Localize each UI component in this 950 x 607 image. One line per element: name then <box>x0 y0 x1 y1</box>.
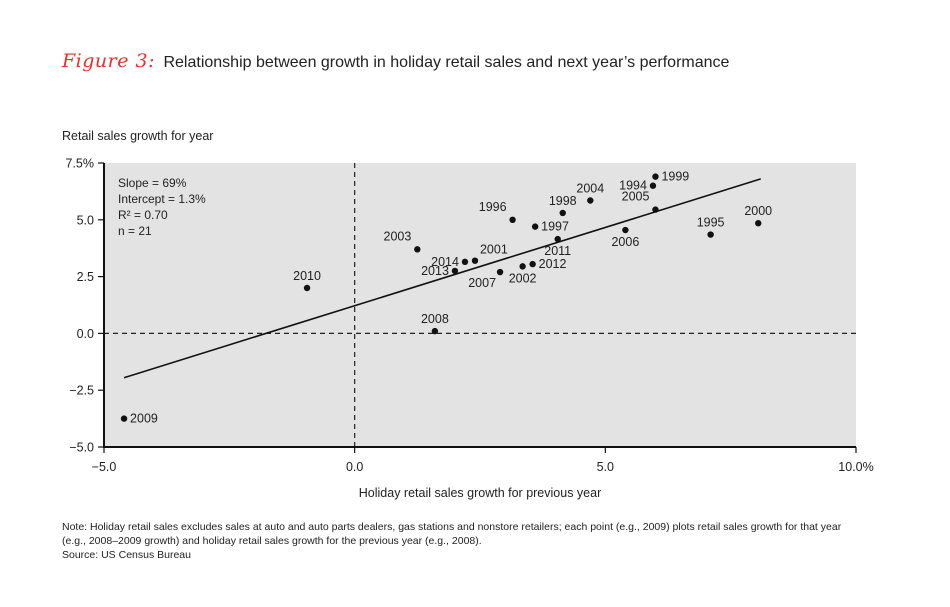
stat-line: n = 21 <box>118 224 152 238</box>
data-point: 2008 <box>421 312 449 335</box>
point-label: 1998 <box>549 194 577 208</box>
point-label: 2009 <box>130 412 158 426</box>
y-axis-ticks: 7.5% 5.0 2.5 0.0 −2.5 −5.0 <box>66 157 104 455</box>
data-point: 2009 <box>120 412 158 426</box>
point-marker <box>519 263 526 270</box>
point-marker <box>471 257 479 264</box>
point-marker <box>120 415 128 422</box>
point-marker <box>509 216 516 223</box>
note-line-2: (e.g., 2008–2009 growth) and holiday ret… <box>62 535 482 547</box>
point-label: 2003 <box>384 229 412 243</box>
point-label: 2005 <box>622 190 650 204</box>
data-point: 1997 <box>531 220 569 234</box>
data-point: 2012 <box>529 257 566 271</box>
point-marker <box>649 182 657 189</box>
point-label: 2012 <box>539 257 567 271</box>
y-axis-label: Retail sales growth for year <box>62 129 213 143</box>
point-label: 1997 <box>541 220 569 234</box>
x-axis-label: Holiday retail sales growth for previous… <box>359 486 601 500</box>
point-label: 2014 <box>431 255 459 269</box>
point-marker <box>451 267 459 275</box>
data-point: 1998 <box>549 194 577 217</box>
point-marker <box>531 223 539 230</box>
stat-line: R² = 0.70 <box>118 208 168 222</box>
point-marker <box>707 231 714 238</box>
y-tick-label: 2.5 <box>77 270 94 284</box>
x-axis-ticks: −5.0 0.0 5.0 10.0% <box>92 447 874 474</box>
data-point: 2005 <box>622 190 659 213</box>
zero-reference-lines <box>104 163 856 447</box>
data-point: 1996 <box>479 200 516 223</box>
point-marker <box>652 173 659 180</box>
point-label: 2013 <box>421 264 449 278</box>
data-point: 1994 <box>619 179 657 193</box>
plot-area <box>104 163 856 447</box>
point-marker <box>559 209 566 217</box>
figure-title: Figure 3: Relationship between growth in… <box>62 50 729 72</box>
data-point: 2006 <box>611 226 639 249</box>
point-label: 1996 <box>479 200 507 214</box>
axes <box>103 163 856 448</box>
point-marker <box>554 235 561 243</box>
point-marker <box>431 327 439 335</box>
point-marker <box>414 246 421 253</box>
y-tick-label: 7.5% <box>66 157 95 171</box>
point-label: 2010 <box>293 269 321 283</box>
point-marker <box>303 284 311 292</box>
point-marker <box>496 268 504 276</box>
data-point: 2001 <box>471 243 508 264</box>
x-tick-label: 0.0 <box>346 460 363 474</box>
note-line-1: Note: Holiday retail sales excludes sale… <box>62 521 842 533</box>
point-label: 2008 <box>421 312 449 326</box>
y-tick-label: 0.0 <box>77 327 94 341</box>
point-label: 2004 <box>576 181 604 195</box>
source-line: Source: US Census Bureau <box>62 549 191 561</box>
point-label: 1999 <box>661 170 689 184</box>
data-point: 2002 <box>509 263 537 285</box>
data-point: 2010 <box>293 269 321 292</box>
figure-note: Note: Holiday retail sales excludes sale… <box>62 520 902 562</box>
data-point: 2000 <box>744 204 772 227</box>
data-point: 2003 <box>384 229 421 253</box>
data-point: 2013 <box>421 264 459 278</box>
point-label: 2002 <box>509 271 537 285</box>
point-label: 2007 <box>468 276 496 290</box>
point-label: 2001 <box>480 243 508 257</box>
y-tick-label: −2.5 <box>69 384 94 398</box>
stat-line: Intercept = 1.3% <box>118 192 206 206</box>
x-tick-label: −5.0 <box>92 460 117 474</box>
point-marker <box>652 206 659 213</box>
figure-title-text: Relationship between growth in holiday r… <box>163 54 730 71</box>
data-point: 1999 <box>652 170 689 184</box>
point-marker <box>461 258 469 266</box>
data-point: 1995 <box>697 216 725 238</box>
data-point: 2007 <box>468 268 504 290</box>
point-marker <box>529 260 536 268</box>
stat-line: Slope = 69% <box>118 176 187 190</box>
point-label: 2006 <box>611 235 639 249</box>
point-marker <box>755 220 762 227</box>
data-point: 2004 <box>576 181 604 204</box>
y-tick-label: 5.0 <box>77 213 94 227</box>
x-tick-label: 10.0% <box>838 460 873 474</box>
point-label: 2011 <box>544 244 571 258</box>
point-label: 1994 <box>619 179 647 193</box>
y-tick-label: −5.0 <box>69 441 94 455</box>
point-label: 2000 <box>744 204 772 218</box>
point-marker <box>622 226 629 234</box>
data-point: 2014 <box>431 255 469 269</box>
figure-label: Figure 3: <box>62 50 156 72</box>
point-marker <box>587 197 594 204</box>
regression-stats: Slope = 69% Intercept = 1.3% R² = 0.70 n = … <box>118 176 206 238</box>
point-label: 1995 <box>697 216 725 230</box>
data-point: 2011 <box>544 235 571 258</box>
x-tick-label: 5.0 <box>597 460 614 474</box>
